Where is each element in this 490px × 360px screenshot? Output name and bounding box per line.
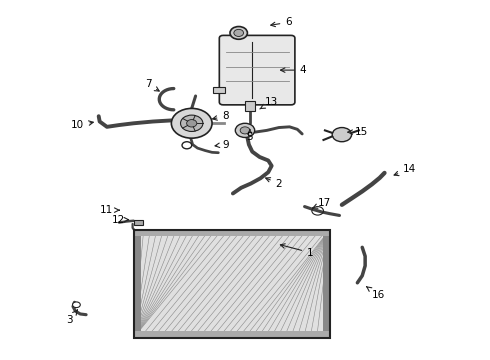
Text: 2: 2 [266, 178, 282, 189]
Bar [134, 230, 330, 338]
Bar [134, 220, 143, 225]
Bar [134, 230, 330, 338]
Bar [134, 230, 141, 338]
Text: 10: 10 [72, 120, 93, 130]
Text: 5: 5 [246, 130, 253, 143]
Bar [213, 87, 224, 93]
Text: 14: 14 [394, 165, 416, 176]
Text: 6: 6 [271, 17, 292, 27]
Circle shape [332, 127, 352, 142]
Circle shape [187, 120, 197, 127]
Bar [134, 331, 330, 338]
Text: 9: 9 [215, 140, 229, 149]
Circle shape [172, 108, 212, 138]
Text: 8: 8 [213, 111, 229, 121]
Text: 17: 17 [313, 198, 332, 208]
Text: 1: 1 [280, 244, 314, 258]
Text: 12: 12 [111, 215, 128, 225]
Text: 4: 4 [280, 65, 306, 75]
Circle shape [235, 123, 255, 138]
Circle shape [230, 27, 247, 39]
FancyBboxPatch shape [220, 35, 295, 105]
Bar [134, 230, 330, 338]
Text: 15: 15 [348, 127, 368, 137]
Circle shape [73, 302, 80, 307]
Text: 7: 7 [145, 79, 159, 91]
Bar [134, 230, 330, 236]
Circle shape [240, 127, 250, 134]
Bar [245, 101, 255, 111]
Circle shape [180, 115, 203, 131]
Bar [322, 230, 330, 338]
Text: 16: 16 [367, 287, 385, 300]
Circle shape [234, 30, 244, 36]
Text: 3: 3 [66, 310, 77, 325]
Text: 13: 13 [260, 97, 278, 109]
Text: 11: 11 [100, 205, 120, 215]
